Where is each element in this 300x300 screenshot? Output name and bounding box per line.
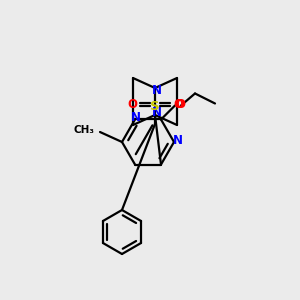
- Text: O: O: [173, 98, 183, 112]
- Text: N: N: [152, 83, 162, 97]
- Text: S: S: [150, 100, 160, 112]
- Text: N: N: [173, 134, 183, 148]
- Text: N: N: [152, 106, 162, 119]
- Text: O: O: [127, 98, 137, 112]
- Text: O: O: [175, 98, 185, 111]
- Text: N: N: [131, 111, 141, 124]
- Text: CH₃: CH₃: [74, 125, 95, 135]
